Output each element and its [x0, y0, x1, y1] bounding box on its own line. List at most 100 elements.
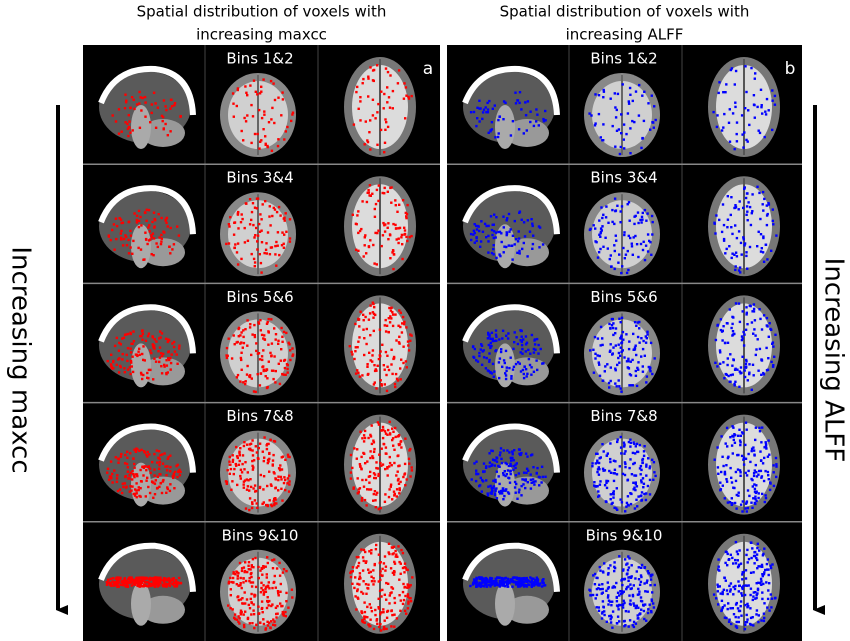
overlay-voxel	[267, 360, 270, 363]
overlay-voxel	[475, 239, 478, 243]
overlay-voxel	[510, 375, 513, 378]
overlay-voxel	[254, 585, 258, 589]
overlay-voxel	[491, 337, 494, 340]
overlay-voxel	[611, 600, 614, 603]
overlay-voxel	[613, 267, 616, 271]
overlay-voxel	[760, 358, 763, 362]
overlay-voxel	[513, 243, 516, 246]
overlay-voxel	[602, 605, 605, 608]
overlay-voxel	[132, 330, 135, 333]
overlay-voxel	[748, 371, 751, 374]
overlay-voxel	[394, 204, 397, 207]
overlay-voxel	[744, 507, 747, 510]
overlay-voxel	[286, 453, 290, 456]
overlay-voxel	[277, 489, 280, 492]
overlay-voxel	[730, 503, 733, 506]
overlay-voxel	[165, 491, 168, 494]
overlay-voxel	[233, 613, 237, 616]
overlay-voxel	[640, 608, 643, 611]
overlay-voxel	[371, 98, 375, 101]
overlay-voxel	[541, 362, 544, 365]
overlay-voxel	[752, 94, 756, 97]
overlay-voxel	[588, 588, 591, 591]
overlay-voxel	[145, 208, 148, 211]
overlay-voxel	[638, 341, 641, 344]
overlay-voxel	[748, 123, 751, 127]
overlay-voxel	[715, 125, 719, 129]
overlay-voxel	[617, 128, 621, 131]
overlay-voxel	[495, 256, 498, 260]
overlay-voxel	[394, 372, 398, 376]
overlay-voxel	[718, 81, 721, 84]
overlay-voxel	[264, 590, 268, 593]
overlay-voxel	[544, 119, 547, 122]
overlay-voxel	[161, 579, 164, 582]
overlay-voxel	[722, 91, 725, 94]
overlay-voxel	[407, 457, 411, 460]
overlay-voxel	[722, 126, 725, 129]
overlay-voxel	[356, 588, 359, 591]
overlay-voxel	[394, 313, 397, 316]
overlay-voxel	[763, 547, 766, 550]
overlay-voxel	[733, 384, 736, 387]
overlay-voxel	[503, 361, 506, 365]
overlay-voxel	[614, 116, 618, 119]
overlay-voxel	[529, 576, 532, 579]
overlay-voxel	[631, 253, 634, 256]
overlay-voxel	[246, 94, 249, 97]
overlay-voxel	[506, 469, 510, 472]
overlay-voxel	[638, 83, 641, 87]
overlay-voxel	[393, 613, 396, 616]
overlay-voxel	[362, 485, 366, 488]
overlay-voxel	[596, 337, 600, 340]
overlay-voxel	[267, 621, 271, 624]
overlay-voxel	[757, 230, 760, 233]
overlay-voxel	[373, 306, 376, 309]
overlay-voxel	[771, 563, 774, 566]
overlay-voxel	[274, 333, 278, 336]
overlay-voxel	[362, 319, 365, 322]
overlay-voxel	[227, 242, 231, 245]
overlay-voxel	[529, 110, 532, 113]
overlay-voxel	[262, 459, 265, 463]
overlay-voxel	[373, 473, 377, 476]
overlay-voxel	[372, 499, 375, 502]
overlay-voxel	[734, 268, 737, 272]
overlay-voxel	[388, 602, 391, 605]
overlay-voxel	[159, 242, 163, 246]
overlay-voxel	[245, 373, 249, 376]
overlay-voxel	[633, 474, 636, 477]
overlay-voxel	[288, 474, 291, 477]
overlay-voxel	[175, 353, 178, 356]
overlay-voxel	[745, 613, 748, 617]
overlay-voxel	[602, 123, 605, 126]
overlay-voxel	[621, 606, 625, 609]
overlay-voxel	[626, 569, 630, 572]
overlay-voxel	[744, 443, 747, 447]
overlay-voxel	[629, 152, 632, 155]
overlay-voxel	[280, 478, 283, 481]
overlay-voxel	[768, 609, 771, 612]
overlay-voxel	[375, 618, 379, 621]
overlay-voxel	[375, 369, 378, 372]
overlay-voxel	[613, 92, 616, 95]
overlay-voxel	[118, 217, 121, 220]
overlay-voxel	[351, 570, 354, 573]
overlay-voxel	[479, 576, 482, 580]
overlay-voxel	[718, 349, 722, 352]
overlay-voxel	[147, 368, 151, 372]
overlay-voxel	[362, 77, 365, 81]
overlay-voxel	[612, 459, 616, 462]
overlay-voxel	[601, 570, 605, 573]
overlay-voxel	[126, 127, 130, 131]
overlay-voxel	[237, 584, 240, 587]
overlay-voxel	[627, 234, 630, 238]
overlay-voxel	[614, 382, 617, 385]
overlay-voxel	[492, 244, 495, 247]
overlay-voxel	[372, 577, 375, 580]
overlay-voxel	[775, 463, 778, 466]
overlay-voxel	[522, 483, 525, 486]
overlay-voxel	[377, 474, 380, 478]
overlay-voxel	[278, 561, 281, 565]
overlay-voxel	[729, 590, 732, 593]
